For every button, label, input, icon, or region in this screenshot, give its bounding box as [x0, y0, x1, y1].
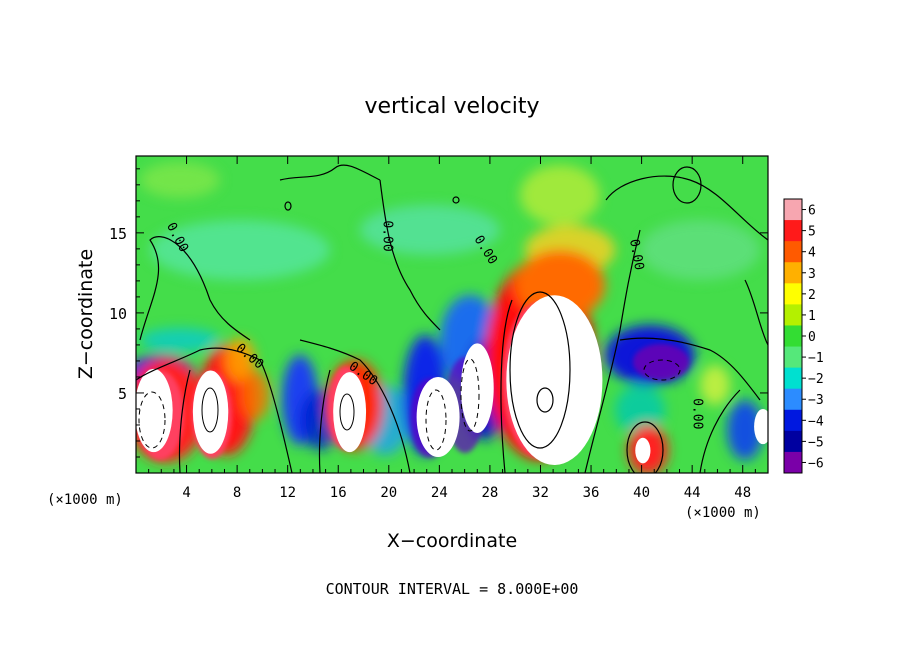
x-tick-label: 28 [481, 485, 498, 501]
colorbar-label: −1 [808, 351, 824, 366]
x-tick-label: 48 [734, 485, 751, 501]
colorbar-swatch [784, 409, 802, 432]
contour-label: 0.00 [689, 398, 704, 429]
colorbar-label: −4 [808, 414, 824, 429]
colorbar-swatch [784, 199, 802, 221]
colorbar: 6 5 4 3 2 1 0 −1 −2 −3 −4 −5 −6 [783, 198, 824, 474]
updraft-cores [136, 295, 768, 465]
colorbar-label: 4 [808, 246, 816, 261]
colorbar-label: −6 [808, 456, 824, 471]
colorbar-swatch [784, 451, 802, 474]
x-tick-label: 8 [233, 485, 241, 501]
contour-label: 0.00 [380, 220, 395, 251]
x-tick-label: 24 [431, 485, 448, 501]
colorbar-label: 3 [808, 267, 816, 282]
x-unit-right: (×1000 m) [685, 505, 761, 521]
x-axis: 4 8 12 16 20 24 28 32 36 40 44 48 [148, 156, 756, 501]
updraft-core [754, 408, 768, 445]
colorbar-swatch [784, 283, 802, 305]
colorbar-label: −2 [808, 372, 824, 387]
y-tick-label: 5 [118, 385, 127, 403]
colorbar-label: −5 [808, 435, 824, 450]
y-axis: 5 10 15 [109, 168, 768, 458]
updraft-core [460, 343, 494, 433]
x-axis-label: X−coordinate [387, 530, 517, 552]
colorbar-swatch [784, 241, 802, 263]
colorbar-label: 2 [808, 288, 816, 303]
colorbar-swatch [784, 325, 802, 348]
contour-label: 0.00 [626, 238, 646, 271]
colorbar-swatch [784, 388, 802, 411]
chart-title: vertical velocity [364, 94, 539, 119]
updraft-core [136, 368, 173, 453]
x-tick-label: 4 [182, 485, 190, 501]
x-tick-label: 32 [532, 485, 549, 501]
updraft-core [416, 376, 460, 457]
x-tick-label: 16 [330, 485, 347, 501]
heatmap-field: 0.000.000.000.00 0.00 0.000.00 [136, 156, 768, 473]
x-tick-label: 40 [633, 485, 650, 501]
x-tick-label: 44 [684, 485, 701, 501]
contour-interval-note: CONTOUR INTERVAL = 8.000E+00 [326, 580, 579, 598]
colorbar-label: 6 [808, 204, 816, 219]
y-axis-label: Z−coordinate [75, 249, 97, 379]
colorbar-label: 5 [808, 225, 816, 240]
colorbar-swatch [784, 367, 802, 390]
colorbar-swatch [784, 430, 802, 453]
colorbar-swatch [784, 346, 802, 369]
y-tick-label: 15 [109, 225, 127, 243]
updraft-core [506, 295, 603, 465]
x-unit-left: (×1000 m) [47, 492, 123, 508]
y-tick-label: 10 [109, 305, 127, 323]
colorbar-label: 0 [808, 330, 816, 345]
colorbar-swatch [784, 220, 802, 242]
updraft-core [333, 372, 367, 453]
colorbar-swatch [784, 304, 802, 326]
updraft-core [192, 370, 229, 454]
colorbar-label: 1 [808, 309, 816, 324]
x-tick-label: 36 [583, 485, 600, 501]
updraft-core [635, 437, 651, 464]
x-tick-label: 12 [279, 485, 296, 501]
x-tick-label: 20 [380, 485, 397, 501]
colorbar-label: −3 [808, 393, 824, 408]
colorbar-swatch [784, 262, 802, 284]
